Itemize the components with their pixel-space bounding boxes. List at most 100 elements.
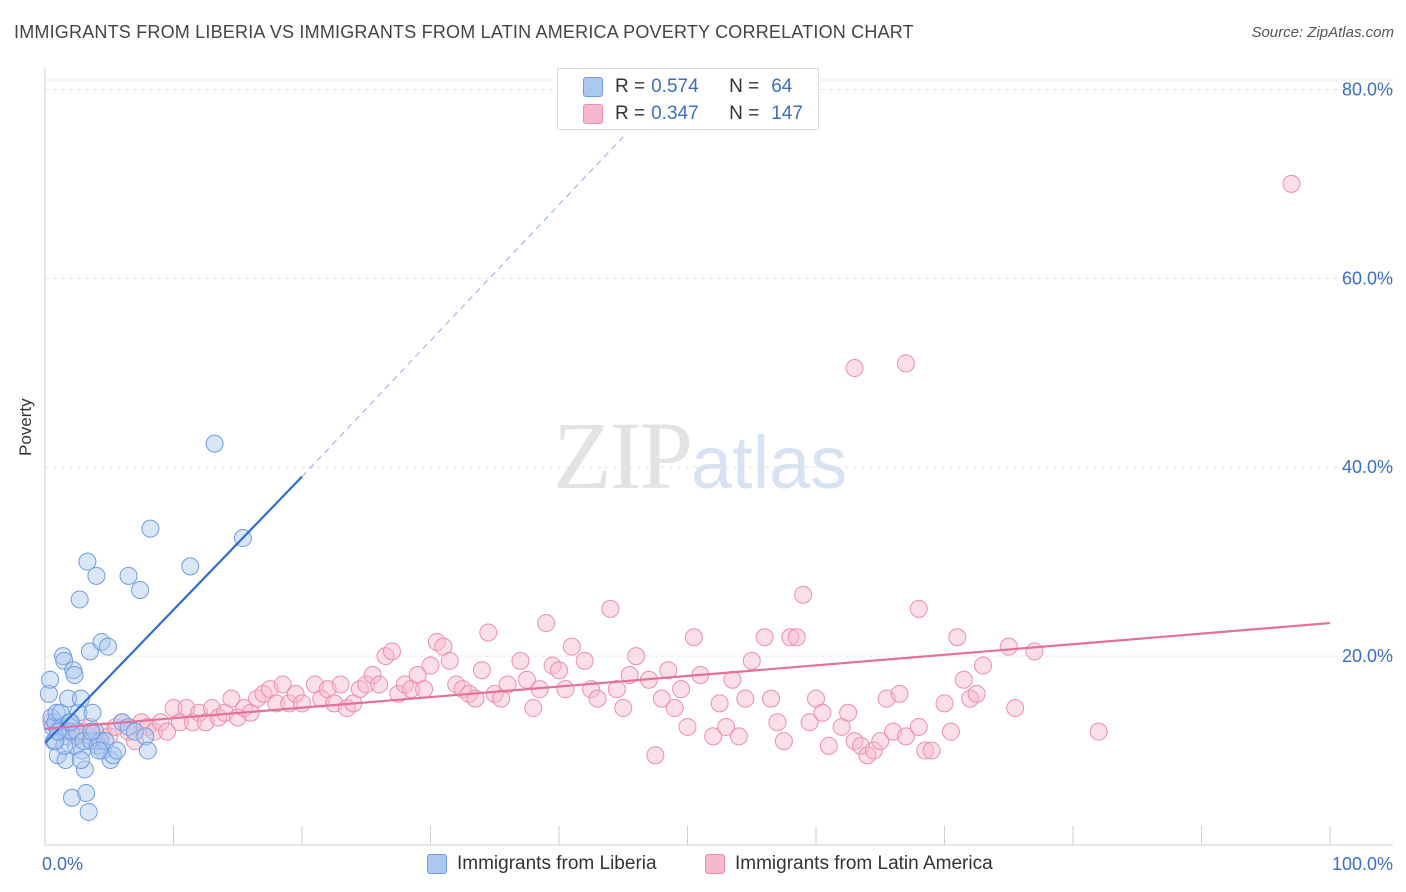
liberia-point xyxy=(56,751,75,769)
liberia-point xyxy=(41,670,60,689)
latin-america-point xyxy=(273,675,292,694)
latin-america-point xyxy=(119,722,138,741)
latin-america-point xyxy=(710,694,729,713)
liberia-point xyxy=(77,784,96,803)
latin-america-point xyxy=(1025,642,1044,661)
latin-america-point xyxy=(575,651,594,670)
latin-america-point xyxy=(941,722,960,741)
latin-america-point xyxy=(331,675,350,694)
latin-america-point xyxy=(447,675,466,694)
source-attribution: Source: ZipAtlas.com xyxy=(1251,24,1394,41)
liberia-point xyxy=(125,722,144,741)
latin-america-point xyxy=(800,713,819,732)
latin-america-point xyxy=(363,666,382,684)
legend-item-latin-america[interactable]: Immigrants from Latin America xyxy=(705,851,993,877)
latin-america-point xyxy=(678,717,697,736)
latin-america-point xyxy=(768,713,787,732)
latin-america-point xyxy=(601,599,620,618)
latin-america-point xyxy=(382,642,401,661)
liberia-trend-extension xyxy=(301,136,624,478)
n-value: 147 xyxy=(771,103,803,124)
r-value: 0.347 xyxy=(651,103,699,124)
liberia-point xyxy=(98,637,117,656)
latin-america-point xyxy=(961,689,980,708)
latin-america-point xyxy=(922,741,941,760)
latin-america-point xyxy=(736,689,755,708)
liberia-point xyxy=(205,434,224,453)
watermark: ZIPatlas xyxy=(553,400,847,511)
latin-america-point xyxy=(717,717,736,736)
latin-america-point xyxy=(652,689,671,708)
latin-america-point xyxy=(286,684,305,703)
latin-america-point xyxy=(974,656,993,675)
latin-america-point xyxy=(781,628,800,647)
liberia-point xyxy=(92,632,111,651)
liberia-trend-line xyxy=(44,475,303,744)
latin-america-point xyxy=(916,741,935,760)
latin-america-point xyxy=(222,689,241,708)
latin-america-point xyxy=(370,675,389,694)
n-label: N = xyxy=(729,103,760,124)
latin-america-point xyxy=(620,666,639,684)
y-axis-label: Poverty xyxy=(16,398,35,456)
legend-item-liberia[interactable]: Immigrants from Liberia xyxy=(427,851,657,877)
latin-america-point xyxy=(787,628,806,647)
n-value: 64 xyxy=(771,76,793,97)
latin-america-point xyxy=(729,727,748,746)
liberia-point xyxy=(83,703,102,722)
liberia-points xyxy=(39,434,252,821)
latin-america-point xyxy=(684,628,703,647)
latin-america-point xyxy=(890,684,909,703)
latin-america-point xyxy=(755,628,774,647)
liberia-point xyxy=(55,651,74,670)
latin-america-point xyxy=(672,680,691,699)
watermark-atlas: atlas xyxy=(691,421,848,504)
liberia-point xyxy=(69,703,88,722)
latin-america-point xyxy=(537,614,556,633)
latin-america-point xyxy=(293,694,311,713)
latin-america-point xyxy=(254,684,273,703)
latin-america-point xyxy=(376,647,395,666)
latin-america-point xyxy=(896,727,915,746)
latin-america-point xyxy=(646,746,665,765)
gridlines xyxy=(45,79,1393,657)
liberia-point xyxy=(119,566,138,585)
latin-america-point xyxy=(543,656,562,675)
latin-america-point xyxy=(550,661,568,680)
correlation-stats-box: R = 0.574 N = 64 R = 0.347 N = 147 xyxy=(557,68,819,130)
liberia-point xyxy=(71,751,90,769)
latin-america-point xyxy=(588,689,607,708)
latin-america-point xyxy=(665,699,684,718)
legend-liberia-swatch xyxy=(427,854,447,874)
latin-america-point xyxy=(524,699,543,718)
y-tick-label: 60.0% xyxy=(1342,268,1393,288)
latin-america-point xyxy=(627,647,646,666)
latin-america-point xyxy=(845,732,864,751)
liberia-point xyxy=(62,788,81,807)
latin-america-point xyxy=(858,746,877,765)
liberia-point xyxy=(39,684,58,703)
liberia-point xyxy=(136,727,155,746)
latin-america-point xyxy=(909,717,928,736)
latin-america-point xyxy=(794,585,813,604)
chart-title: IMMIGRANTS FROM LIBERIA VS IMMIGRANTS FR… xyxy=(14,22,914,42)
stats-row-liberia: R = 0.574 N = 64 xyxy=(583,75,792,99)
latin-america-point xyxy=(819,736,838,755)
liberia-point xyxy=(79,802,98,821)
latin-america-point xyxy=(556,680,575,699)
liberia-point xyxy=(107,741,126,760)
liberia-point xyxy=(82,722,101,741)
latin-america-point xyxy=(440,651,459,670)
latin-america-point xyxy=(350,680,369,699)
latin-america-point xyxy=(762,689,781,708)
liberia-swatch xyxy=(583,77,603,97)
latin-america-point xyxy=(967,684,986,703)
latin-america-point xyxy=(415,680,434,699)
latin-america-point xyxy=(472,661,491,680)
y-tick-label: 80.0% xyxy=(1342,79,1393,99)
liberia-point xyxy=(51,703,70,722)
latin-america-point xyxy=(909,599,928,618)
latin-america-point xyxy=(1089,722,1108,741)
latin-america-point xyxy=(395,675,414,694)
r-value: 0.574 xyxy=(651,76,699,97)
